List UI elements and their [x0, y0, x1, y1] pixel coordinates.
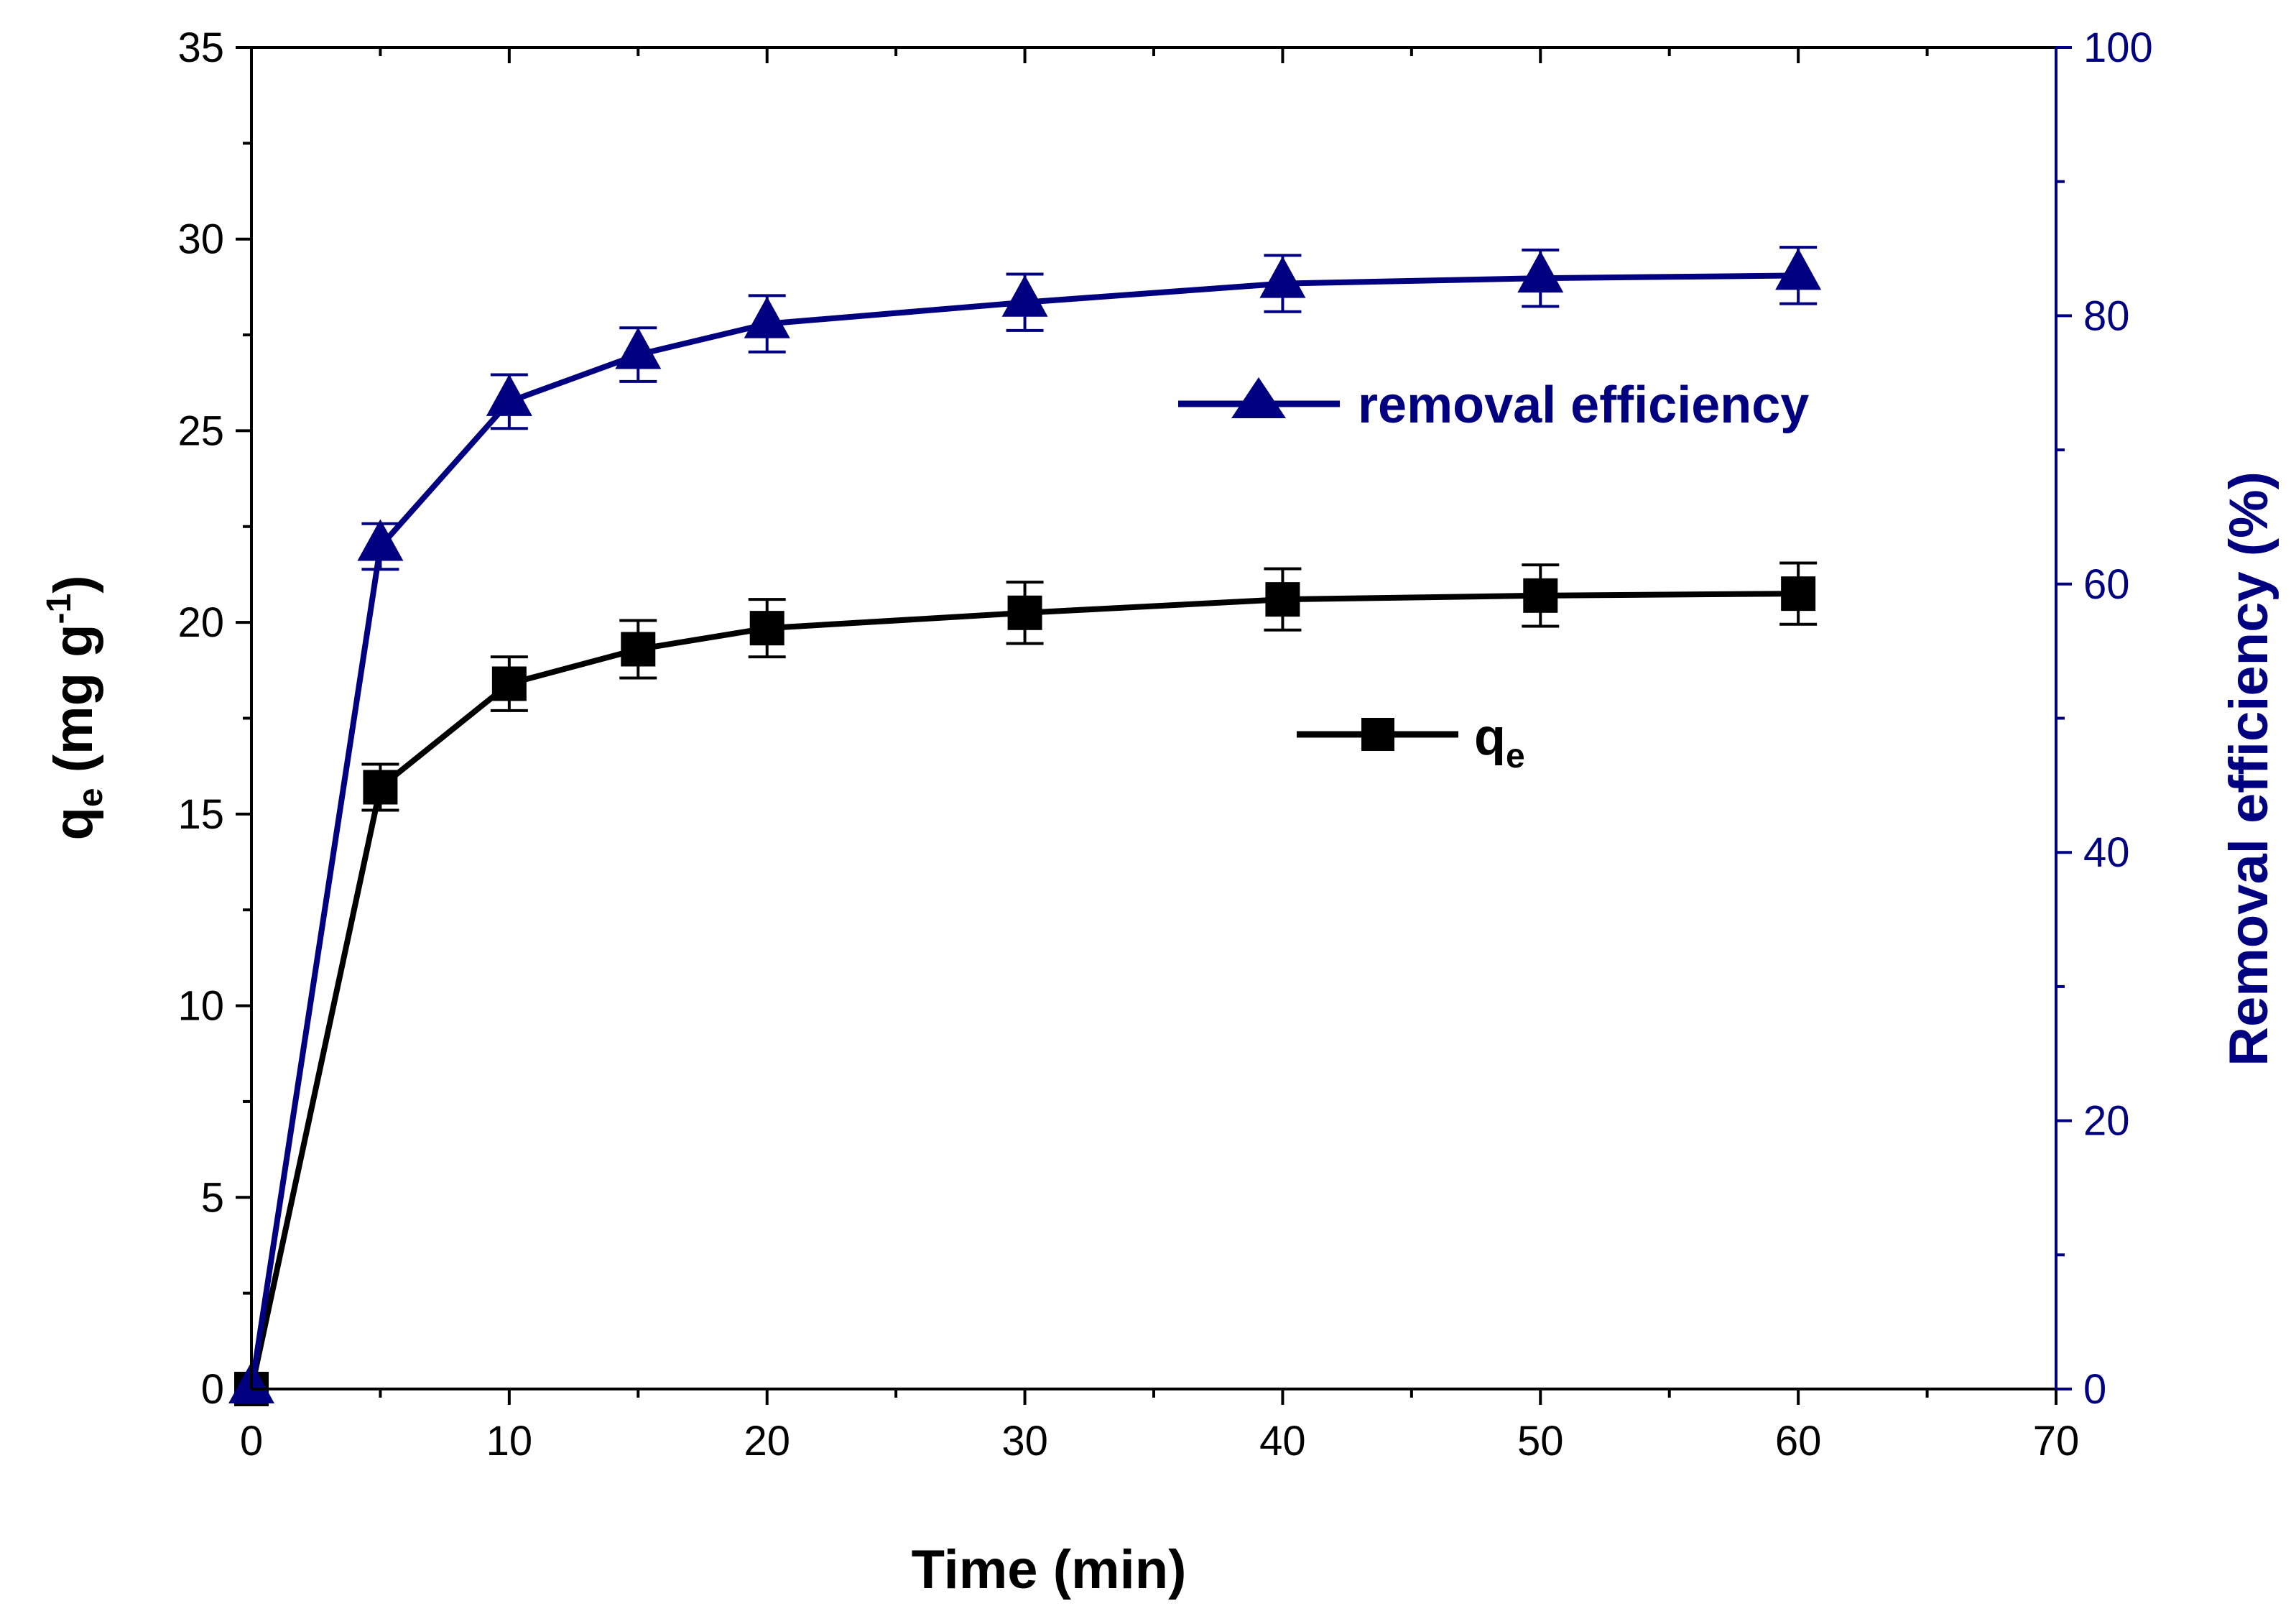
- series-removal-efficiency: [228, 246, 1822, 1403]
- data-point-removal-efficiency: [1517, 251, 1564, 293]
- right-y-tick-label: 20: [2083, 1098, 2130, 1145]
- tick-labels: 0 10 20 30 40 50 60 700510152025303502040608010…: [177, 24, 2152, 1464]
- right-y-axis-title: Removal efficiency (%): [2218, 471, 2279, 1066]
- data-point-qe: [1007, 595, 1042, 630]
- left-y-tick-label: 25: [177, 407, 224, 454]
- data-point-removal-efficiency: [1001, 274, 1048, 317]
- legend-triangle-marker: [1231, 377, 1286, 418]
- x-axis-title: Time (min): [912, 1539, 1187, 1600]
- data-point-removal-efficiency: [357, 519, 404, 561]
- legend-label-removal-efficiency: removal efficiency: [1358, 377, 1809, 434]
- x-tick-label: 70: [2033, 1418, 2080, 1464]
- left-y-tick-label: 15: [177, 791, 224, 838]
- legend-square-marker: [1361, 718, 1394, 751]
- left-y-tick-label: 5: [201, 1174, 224, 1221]
- x-tick-label: 0: [240, 1418, 263, 1464]
- legend-qe: qe: [1297, 709, 1525, 775]
- data-point-qe: [1523, 578, 1558, 613]
- plot-series: [228, 246, 1822, 1406]
- data-point-removal-efficiency: [1775, 248, 1822, 290]
- right-y-tick-label: 60: [2083, 561, 2130, 608]
- data-point-qe: [1781, 576, 1816, 612]
- data-point-removal-efficiency: [1259, 256, 1306, 298]
- data-point-qe: [749, 611, 784, 646]
- right-y-tick-label: 40: [2083, 829, 2130, 876]
- data-point-qe: [1265, 582, 1300, 617]
- x-tick-label: 60: [1775, 1418, 1822, 1464]
- right-y-tick-label: 80: [2083, 292, 2130, 339]
- left-y-tick-label: 30: [177, 216, 224, 263]
- minor-ticks: [243, 47, 2065, 1398]
- right-y-tick-label: 100: [2083, 24, 2153, 71]
- x-tick-label: 40: [1259, 1418, 1306, 1464]
- left-y-axis-title: qe (mg g-1): [40, 575, 110, 840]
- left-y-tick-label: 0: [201, 1366, 224, 1413]
- x-tick-label: 30: [1001, 1418, 1048, 1464]
- right-y-tick-label: 0: [2083, 1366, 2106, 1413]
- data-point-removal-efficiency: [486, 374, 532, 416]
- series-qe: [234, 561, 1818, 1406]
- data-point-qe: [491, 666, 527, 701]
- series-line-qe: [249, 591, 1799, 1390]
- legend-label-qe: qe: [1474, 709, 1525, 775]
- left-y-tick-label: 20: [177, 599, 224, 646]
- data-point-qe: [363, 770, 398, 805]
- data-point-removal-efficiency: [744, 296, 790, 338]
- left-y-tick-label: 35: [177, 24, 224, 71]
- data-point-removal-efficiency: [615, 327, 662, 369]
- series-line-removal-efficiency: [249, 272, 1799, 1390]
- data-point-qe: [621, 632, 656, 667]
- legend-removal-efficiency: removal efficiency: [1178, 377, 1809, 434]
- major-ticks: [236, 46, 2072, 1405]
- x-tick-label: 10: [486, 1418, 533, 1464]
- x-tick-label: 20: [744, 1418, 790, 1464]
- x-tick-label: 50: [1517, 1418, 1564, 1464]
- left-y-tick-label: 10: [177, 983, 224, 1030]
